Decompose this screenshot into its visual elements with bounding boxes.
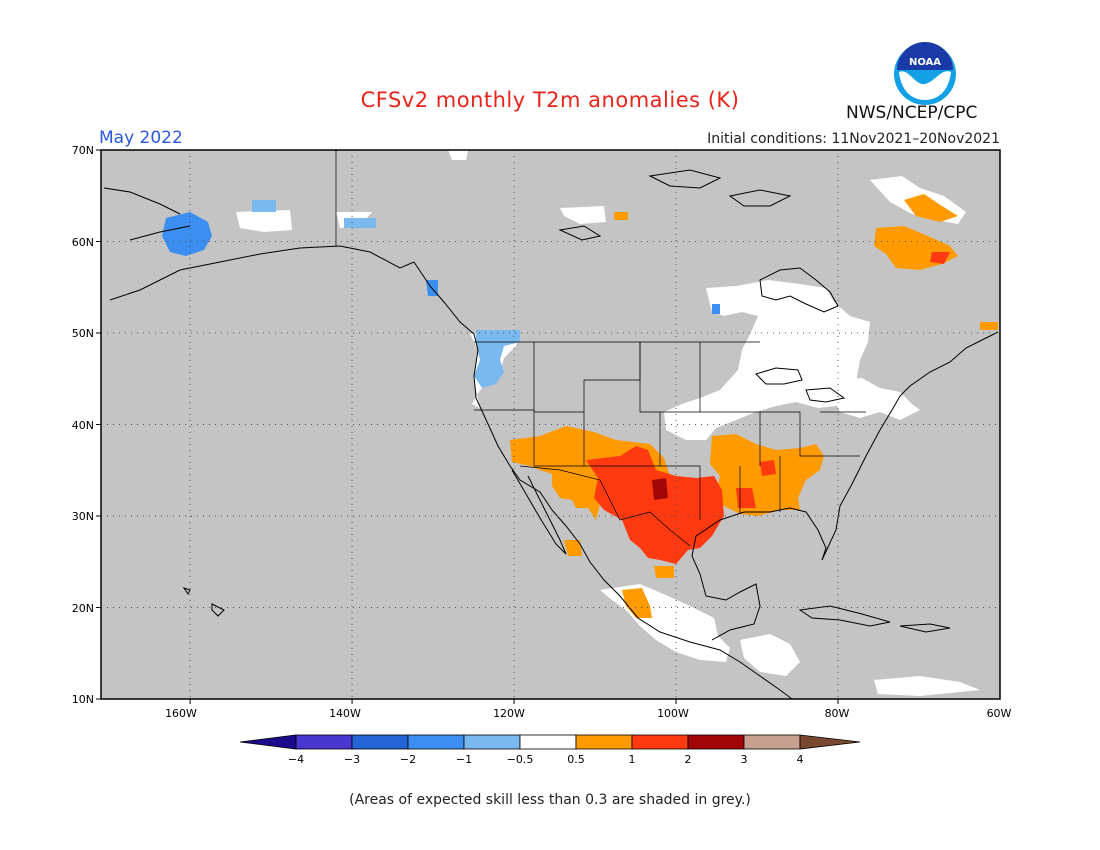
colorbar-tick-neg3: −3 [344,753,360,766]
lat-label-30n: 30N [72,510,94,523]
lon-label-80w: 80W [825,707,850,720]
initial-conditions: Initial conditions: 11Nov2021–20Nov2021 [707,131,1000,147]
colorbar [239,734,861,750]
lon-label-60w: 60W [987,707,1012,720]
anomaly-1-to-2 [586,252,950,564]
colorbar-box-2-3 [687,734,745,750]
colorbar-tick-2: 2 [685,753,692,766]
lon-label-140w: 140W [329,707,361,720]
colorbar-box-1-2 [631,734,689,750]
skill-note: (Areas of expected skill less than 0.3 a… [349,792,751,808]
longitude-labels: 160W 140W 120W 100W 80W 60W [165,707,1011,720]
colorbar-tick-4: 4 [797,753,804,766]
colorbar-ticks: −4 −3 −2 −1 −0.5 0.5 1 2 3 4 [288,753,804,766]
forecast-month: May 2022 [99,128,183,148]
colorbar-tick-3: 3 [741,753,748,766]
colorbar-tick-neg1: −1 [456,753,472,766]
colorbar-box-neg2-neg1 [407,734,465,750]
lon-label-100w: 100W [657,707,689,720]
lat-label-60n: 60N [72,236,94,249]
lat-label-20n: 20N [72,602,94,615]
axis-ticks [96,149,839,704]
colorbar-box-neg3-neg2 [351,734,409,750]
anomaly-neg1-to-neg05 [252,200,520,388]
map-title: CFSv2 monthly T2m anomalies (K) [360,88,740,112]
lon-label-160w: 160W [165,707,197,720]
political-boundaries [335,150,866,547]
colorbar-end-high [799,734,861,750]
colorbar-box-3-4 [743,734,801,750]
agency-label: NWS/NCEP/CPC [846,103,978,123]
lat-label-70n: 70N [72,144,94,157]
colorbar-tick-neg05: −0.5 [507,753,534,766]
colorbar-box-neg4-neg3 [295,734,353,750]
lat-label-40n: 40N [72,419,94,432]
colorbar-tick-1: 1 [629,753,636,766]
lat-label-50n: 50N [72,327,94,340]
map-background [101,150,1000,699]
colorbar-end-low [239,734,297,750]
colorbar-tick-neg4: −4 [288,753,304,766]
colorbar-tick-05: 0.5 [567,753,585,766]
logo-lettering: NOAA [909,57,941,68]
noaa-logo: NOAA [894,42,956,105]
anomaly-2-to-3 [652,478,668,500]
colorbar-box-05-1 [575,734,633,750]
coastlines [103,169,999,700]
latitude-labels: 70N 60N 50N 40N 30N 20N 10N [72,144,94,706]
colorbar-box-neutral [519,734,577,750]
lat-label-10n: 10N [72,693,94,706]
lon-label-120w: 120W [493,707,525,720]
colorbar-tick-neg2: −2 [400,753,416,766]
colorbar-box-neg1-neg05 [463,734,521,750]
